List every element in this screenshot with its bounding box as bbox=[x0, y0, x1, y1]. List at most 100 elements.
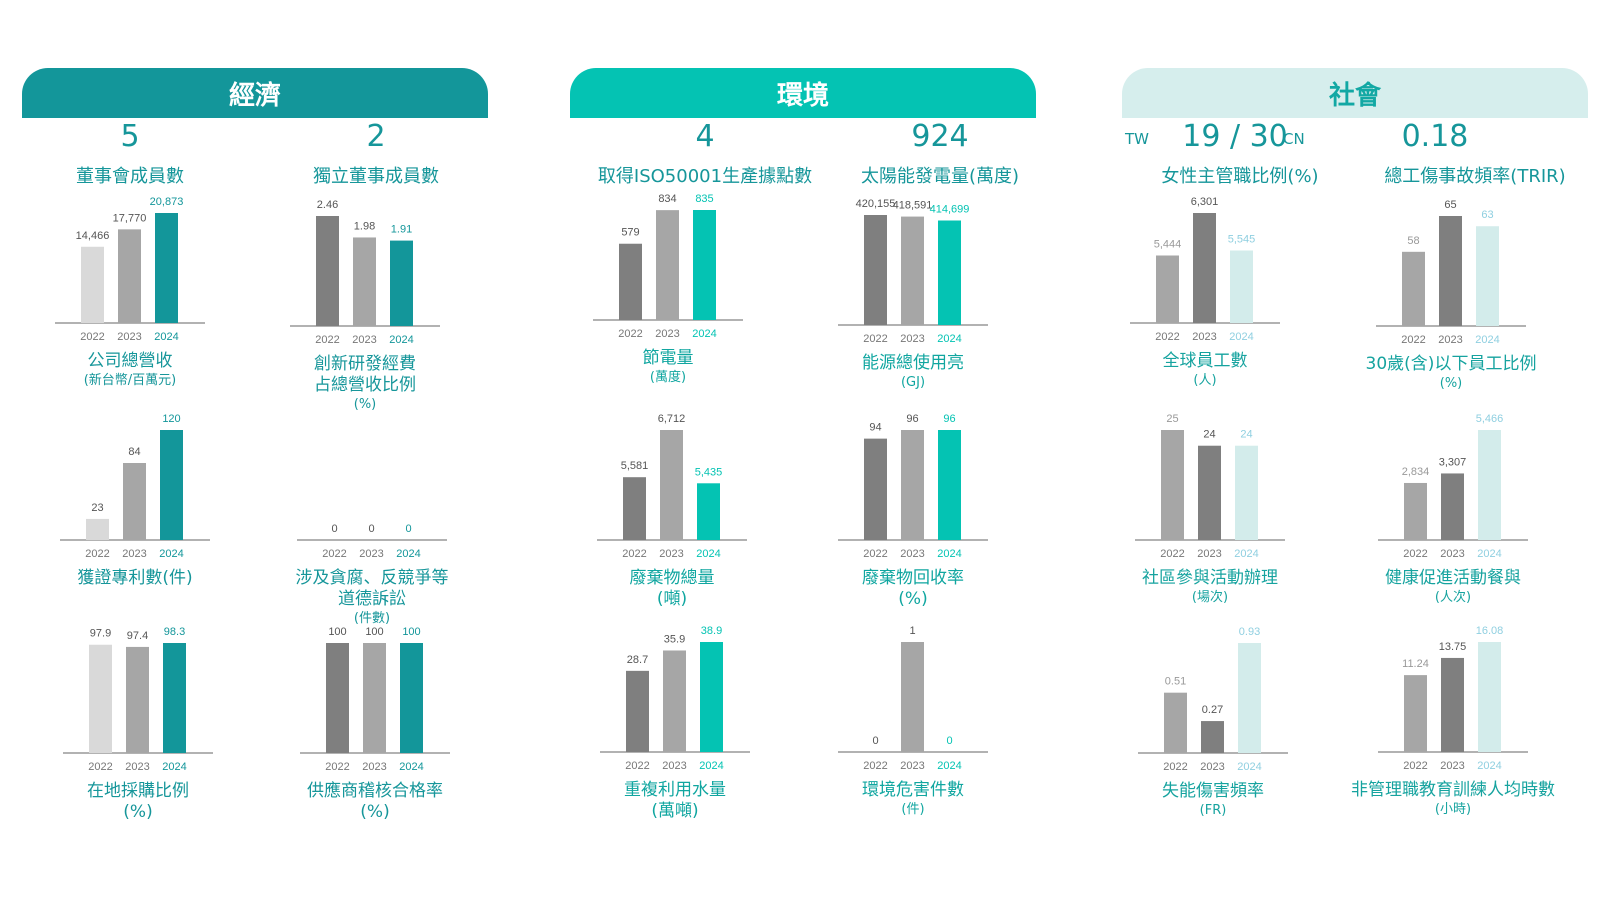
data-label: 97.9 bbox=[90, 628, 111, 640]
tick-label: 2023 bbox=[1438, 334, 1462, 346]
tick-label: 2023 bbox=[1440, 548, 1464, 560]
chart-title-line: 獲證專利數(件) bbox=[77, 568, 193, 588]
kpi-board-members-value: 5 bbox=[120, 119, 140, 154]
data-label: 97.4 bbox=[127, 630, 148, 642]
bar-2023 bbox=[1441, 657, 1464, 752]
bar-2023 bbox=[660, 430, 683, 540]
chart-unit: (%) bbox=[353, 397, 377, 412]
tick-label: 2023 bbox=[359, 548, 383, 560]
bar-2024 bbox=[697, 483, 720, 540]
bar-2024 bbox=[693, 210, 716, 320]
chart-4: 0 2022 0 2023 0 2024 bbox=[297, 523, 447, 560]
data-label: 1.91 bbox=[391, 224, 412, 236]
society-header: 社會 bbox=[1122, 68, 1588, 118]
tick-label: 2023 bbox=[655, 328, 679, 340]
data-label: 0.93 bbox=[1239, 626, 1260, 638]
tick-label: 2024 bbox=[1477, 760, 1501, 772]
chart-title: 30歲(含)以下員工比例 (%) bbox=[1336, 354, 1566, 392]
data-label: 35.9 bbox=[664, 633, 685, 645]
tick-label: 2024 bbox=[159, 548, 183, 560]
chart-6: 100 2022 100 2023 100 2024 bbox=[300, 626, 450, 773]
tick-label: 2024 bbox=[937, 760, 961, 772]
chart-5: 97.9 2022 97.4 2023 98.3 2024 bbox=[63, 626, 213, 773]
bar-2023 bbox=[656, 210, 679, 320]
bar-2022 bbox=[1156, 255, 1179, 323]
data-label: 120 bbox=[162, 413, 180, 425]
chart-title-line: 失能傷害頻率 bbox=[1162, 781, 1264, 801]
data-label: 13.75 bbox=[1439, 641, 1467, 653]
data-label: 414,699 bbox=[930, 203, 970, 215]
bar-2023 bbox=[1441, 473, 1464, 540]
bar-2022 bbox=[864, 215, 887, 325]
tick-label: 2024 bbox=[937, 548, 961, 560]
kpi-female-managers-suffix: CN bbox=[1283, 130, 1305, 148]
chart-18: 11.24 2022 13.75 2023 16.08 2024 bbox=[1378, 625, 1528, 772]
chart-title-line: 廢棄物回收率 bbox=[862, 568, 964, 588]
chart-title-line: 30歲(含)以下員工比例 bbox=[1365, 354, 1537, 374]
chart-title: 非管理職教育訓練人均時數 (小時) bbox=[1338, 780, 1568, 818]
data-label: 100 bbox=[365, 626, 383, 638]
chart-title-line: 公司總營收 bbox=[87, 351, 173, 371]
bar-2024 bbox=[1476, 226, 1499, 326]
bar-2024 bbox=[938, 220, 961, 325]
tick-label: 2022 bbox=[1155, 331, 1179, 343]
bar-2024 bbox=[1478, 430, 1501, 540]
bar-2024 bbox=[390, 240, 413, 326]
tick-label: 2022 bbox=[622, 548, 646, 560]
chart-unit: (新台幣/百萬元) bbox=[83, 373, 177, 388]
chart-13: 5,444 2022 6,301 2023 5,545 2024 bbox=[1130, 196, 1280, 343]
chart-9: 5,581 2022 6,712 2023 5,435 2024 bbox=[597, 413, 747, 560]
data-label: 100 bbox=[402, 626, 420, 638]
bar-2023 bbox=[1193, 213, 1216, 323]
data-label: 20,873 bbox=[150, 196, 184, 208]
data-label: 96 bbox=[943, 413, 955, 425]
chart-11: 28.7 2022 35.9 2023 38.9 2024 bbox=[600, 625, 750, 772]
chart-title: 公司總營收 (新台幣/百萬元) bbox=[15, 351, 245, 389]
kpi-independent-directors-value: 2 bbox=[366, 119, 386, 154]
chart-1: 14,466 2022 17,770 2023 20,873 2024 bbox=[55, 196, 205, 343]
data-label: 28.7 bbox=[627, 654, 648, 666]
bar-2022 bbox=[626, 670, 649, 752]
data-label: 0 bbox=[872, 735, 878, 747]
chart-title-line: 節電量 bbox=[642, 348, 694, 368]
bar-2024 bbox=[160, 430, 183, 540]
environment-header: 環境 bbox=[570, 68, 1036, 118]
bar-2024 bbox=[700, 642, 723, 752]
data-label: 11.24 bbox=[1402, 658, 1429, 670]
bar-2022 bbox=[81, 246, 104, 323]
chart-3: 23 2022 84 2023 120 2024 bbox=[60, 413, 210, 560]
tick-label: 2023 bbox=[659, 548, 683, 560]
kpi-solar-power-value: 924 bbox=[911, 119, 969, 154]
data-label: 0 bbox=[368, 523, 374, 535]
bar-2024 bbox=[400, 643, 423, 753]
chart-title: 重複利用水量 (萬噸) bbox=[560, 780, 790, 822]
tick-label: 2024 bbox=[699, 760, 723, 772]
data-label: 0 bbox=[405, 523, 411, 535]
bar-2023 bbox=[126, 646, 149, 753]
bar-2022 bbox=[864, 438, 887, 540]
bar-2023 bbox=[1198, 445, 1221, 540]
bar-2022 bbox=[1402, 251, 1425, 326]
tick-label: 2024 bbox=[1475, 334, 1499, 346]
data-label: 835 bbox=[695, 193, 713, 205]
tick-label: 2024 bbox=[389, 334, 413, 346]
kpi-female-managers-value: 19 / 30 bbox=[1182, 119, 1288, 154]
chart-title-line: 創新研發經費 bbox=[314, 354, 416, 374]
tick-label: 2024 bbox=[1234, 548, 1258, 560]
chart-title: 獲證專利數(件) bbox=[20, 568, 250, 589]
tick-label: 2024 bbox=[1229, 331, 1253, 343]
bar-2022 bbox=[1404, 482, 1427, 540]
data-label: 16.08 bbox=[1476, 625, 1504, 637]
data-label: 0.51 bbox=[1165, 676, 1186, 688]
tick-label: 2022 bbox=[315, 334, 339, 346]
kpi-independent-directors-label: 獨立董事成員數 bbox=[313, 166, 439, 187]
chart-title-line: 占總營收比例 bbox=[314, 375, 416, 395]
tick-label: 2023 bbox=[1197, 548, 1221, 560]
tick-label: 2023 bbox=[900, 760, 924, 772]
chart-unit: (%) bbox=[1439, 376, 1463, 391]
data-label: 5,581 bbox=[621, 460, 649, 472]
bar-2022 bbox=[86, 518, 109, 540]
data-label: 84 bbox=[128, 446, 140, 458]
kpi-trir-value: 0.18 bbox=[1401, 119, 1469, 154]
data-label: 6,301 bbox=[1191, 196, 1219, 208]
